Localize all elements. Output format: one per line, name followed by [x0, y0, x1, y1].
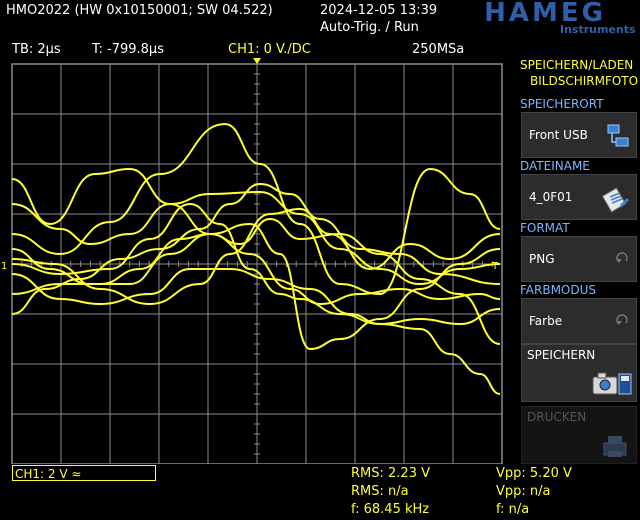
waveform-trace — [11, 203, 501, 325]
save-label: SPEICHERN — [527, 348, 596, 362]
measurement-rms-2: RMS: n/a — [351, 484, 409, 499]
waveform-trace — [11, 268, 501, 395]
measurement-vpp-1: Vpp: 5.20 V — [496, 466, 572, 481]
speicherort-softkey[interactable]: Front USB — [521, 112, 637, 158]
measurement-freq-1: f: 68.45 kHz — [351, 502, 430, 517]
edit-filename-icon — [601, 185, 630, 217]
waveform-trace — [11, 183, 501, 315]
dateiname-softkey[interactable]: 4_0F01 — [521, 174, 637, 220]
format-value: PNG — [529, 252, 555, 266]
device-info: HMO2022 (HW 0x10150001; SW 04.522) — [6, 3, 273, 18]
dateiname-value: 4_0F01 — [529, 190, 573, 204]
measurement-rms-1: RMS: 2.23 V — [351, 466, 430, 481]
hameg-logo: HAMEG — [484, 0, 606, 28]
waveform-trace — [11, 191, 501, 285]
ch1-ground-marker: 1 — [1, 261, 7, 272]
measurement-vpp-2: Vpp: n/a — [496, 484, 551, 499]
camera-save-icon — [592, 369, 632, 401]
measurement-freq-2: f: n/a — [496, 502, 530, 517]
cycle-arrow-icon — [614, 247, 630, 273]
farbmodus-softkey[interactable]: Farbe — [521, 298, 637, 344]
usb-storage-icon — [606, 123, 630, 153]
sample-rate-readout: 250MSa — [412, 42, 465, 57]
print-label: DRUCKEN — [527, 410, 587, 424]
format-softkey[interactable]: PNG — [521, 236, 637, 282]
graticule — [11, 63, 503, 464]
hameg-logo-sub: Instruments — [560, 23, 636, 36]
speicherort-label: SPEICHERORT — [520, 97, 604, 111]
waveform-trace — [11, 168, 501, 345]
trigger-state: Auto-Trig. / Run — [320, 20, 419, 35]
print-button: DRUCKEN — [521, 406, 637, 464]
farbmodus-value: Farbe — [529, 314, 563, 328]
trigger-level-marker: T — [491, 261, 499, 272]
waveform-trace — [11, 123, 501, 295]
waveform-trace — [11, 208, 501, 305]
waveform-traces — [11, 123, 501, 395]
trigger-time-readout: T: -799.8µs — [92, 42, 164, 57]
cycle-arrow-icon — [614, 309, 630, 335]
channel-scale-box[interactable]: CH1: 2 V ≈ — [12, 465, 156, 481]
menu-subheading: BILDSCHIRMFOTO — [530, 74, 639, 88]
timebase-readout: TB: 2µs — [12, 42, 61, 57]
dateiname-label: DATEINAME — [520, 159, 590, 173]
waveform-trace — [11, 223, 501, 350]
speicherort-value: Front USB — [529, 128, 588, 142]
farbmodus-label: FARBMODUS — [520, 283, 597, 297]
menu-heading: SPEICHERN/LADEN — [520, 58, 634, 72]
trigger-position-marker — [253, 58, 261, 64]
format-label: FORMAT — [520, 221, 570, 235]
datetime: 2024-12-05 13:39 — [320, 3, 438, 18]
channel-trigger-readout: CH1: 0 V./DC — [228, 42, 311, 57]
printer-icon — [600, 433, 630, 463]
save-button[interactable]: SPEICHERN — [521, 344, 637, 402]
